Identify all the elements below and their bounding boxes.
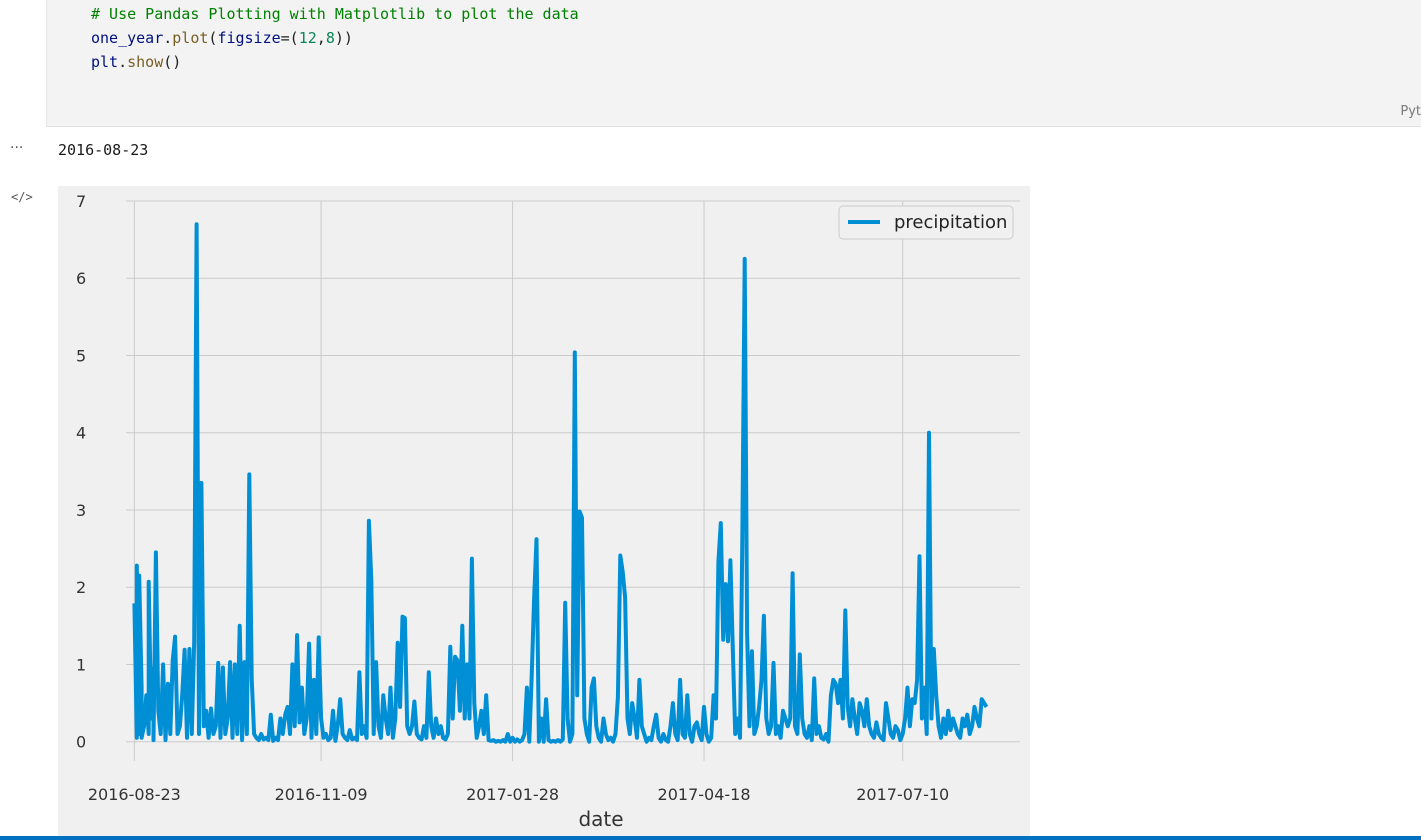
code-token: .	[118, 53, 128, 71]
x-tick-label: 2016-08-23	[88, 785, 181, 804]
output-text: 2016-08-23	[58, 141, 149, 159]
code-token: 8	[325, 29, 335, 47]
x-tick-label: 2017-01-28	[466, 785, 559, 804]
x-tick-label: 2016-11-09	[275, 785, 368, 804]
code-token: plt	[91, 53, 119, 71]
code-token: .	[163, 29, 173, 47]
cell-language-label[interactable]: Pyt	[1400, 104, 1421, 119]
y-tick-label: 0	[76, 733, 86, 752]
code-line-1[interactable]: # Use Pandas Plotting with Matplotlib to…	[91, 2, 579, 26]
status-bar	[0, 836, 1421, 840]
y-tick-label: 2	[76, 578, 86, 597]
x-axis-label: date	[578, 807, 623, 831]
code-token: =(	[280, 29, 299, 47]
y-tick-label: 6	[76, 269, 86, 288]
code-token: plot	[172, 29, 209, 47]
y-tick-label: 5	[76, 346, 86, 365]
code-token: 12	[298, 29, 317, 47]
code-token: (	[208, 29, 218, 47]
code-token: one_year	[91, 29, 164, 47]
code-token: ,	[316, 29, 326, 47]
code-line-2[interactable]: one_year.plot(figsize=(12,8))	[91, 26, 353, 50]
series-line-precipitation	[132, 222, 989, 744]
y-tick-label: 1	[76, 655, 86, 674]
code-token: # Use Pandas Plotting with Matplotlib to…	[91, 5, 579, 23]
y-tick-label: 4	[76, 424, 86, 443]
x-tick-label: 2017-04-18	[658, 785, 751, 804]
code-line-3[interactable]: plt.show()	[91, 50, 181, 74]
more-actions-icon[interactable]: ···	[10, 140, 24, 156]
output-code-icon[interactable]: </>	[11, 190, 33, 204]
x-tick-label: 2017-07-10	[856, 785, 949, 804]
code-cell[interactable]: # Use Pandas Plotting with Matplotlib to…	[46, 0, 1421, 127]
legend-label: precipitation	[894, 212, 1007, 233]
code-token: show	[127, 53, 164, 71]
code-token: ))	[334, 29, 353, 47]
y-tick-label: 3	[76, 501, 86, 520]
code-token: figsize	[217, 29, 281, 47]
code-token: ()	[163, 53, 182, 71]
legend-box	[838, 205, 1014, 240]
precipitation-chart: 0 1 2 3 4 5 6 7 2016-08-23 2016-11-09 2017-01-28 20…	[76, 192, 1020, 831]
y-tick-label: 7	[76, 192, 86, 211]
plot-figure: 0 1 2 3 4 5 6 7 2016-08-23 2016-11-09 2017-01-28 20…	[58, 186, 1030, 840]
